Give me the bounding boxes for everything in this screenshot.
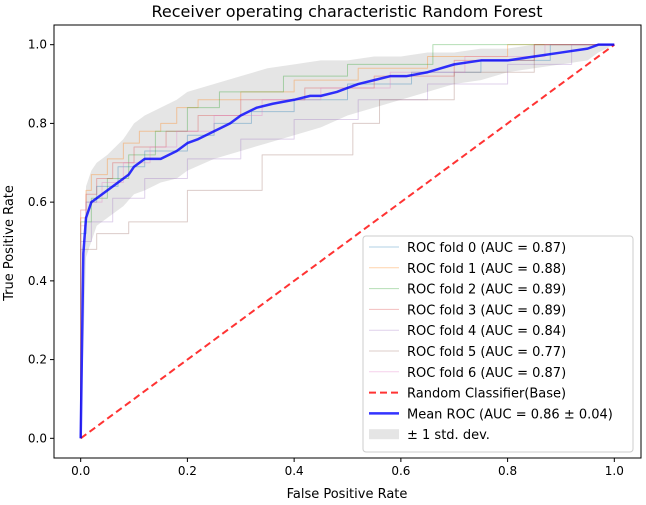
legend-label-2: ROC fold 2 (AUC = 0.89) — [407, 283, 566, 298]
legend-label-1: ROC fold 1 (AUC = 0.88) — [407, 262, 566, 277]
y-tick-label-4: 0.8 — [28, 116, 47, 130]
legend-label-5: ROC fold 5 (AUC = 0.77) — [407, 345, 566, 360]
x-axis-label: False Positive Rate — [287, 487, 408, 502]
series-line-7 — [80, 43, 615, 440]
y-axis-label: True Positive Rate — [2, 185, 17, 302]
x-tick-label-5: 1.0 — [605, 464, 624, 478]
x-tick-label-1: 0.2 — [178, 464, 197, 478]
legend-label-6: ROC fold 6 (AUC = 0.87) — [407, 366, 566, 381]
legend-label-0: ROC fold 0 (AUC = 0.87) — [407, 241, 566, 256]
std-dev-band — [80, 44, 615, 439]
x-tick-label-4: 0.8 — [498, 464, 517, 478]
legend-label-7: Random Classifier(Base) — [407, 387, 566, 402]
legend-swatch-std — [369, 429, 399, 440]
legend-label-8: Mean ROC (AUC = 0.86 ± 0.04) — [407, 407, 613, 422]
series-line-4 — [80, 44, 615, 439]
legend-label-9: ± 1 std. dev. — [407, 428, 490, 443]
x-tick-label-2: 0.4 — [285, 464, 304, 478]
x-tick-label-3: 0.6 — [391, 464, 410, 478]
y-tick-label-5: 1.0 — [28, 38, 47, 52]
axis-ticks: 0.0 0.2 0.4 0.6 0.8 1.0 0.0 0.2 0.4 0.6 0.8 1.0 — [28, 38, 624, 478]
series-line-5 — [80, 44, 615, 439]
plot-area — [53, 24, 642, 459]
y-tick-label-0: 0.0 — [28, 431, 47, 445]
y-tick-label-2: 0.4 — [28, 274, 47, 288]
series-line-1 — [80, 44, 615, 439]
legend: ROC fold 0 (AUC = 0.87) ROC fold 1 (AUC =… — [362, 235, 634, 453]
chart-title: Receiver operating characteristic Random… — [151, 2, 542, 21]
legend-label-3: ROC fold 3 (AUC = 0.89) — [407, 303, 566, 318]
legend-label-4: ROC fold 4 (AUC = 0.84) — [407, 324, 566, 339]
series-line-8 — [79, 43, 615, 439]
legend-box — [362, 235, 634, 453]
y-tick-label-3: 0.6 — [28, 195, 47, 209]
y-tick-label-1: 0.2 — [28, 353, 47, 367]
axes-frame — [53, 24, 642, 459]
series-line-3 — [80, 44, 615, 439]
x-tick-label-0: 0.0 — [71, 464, 90, 478]
